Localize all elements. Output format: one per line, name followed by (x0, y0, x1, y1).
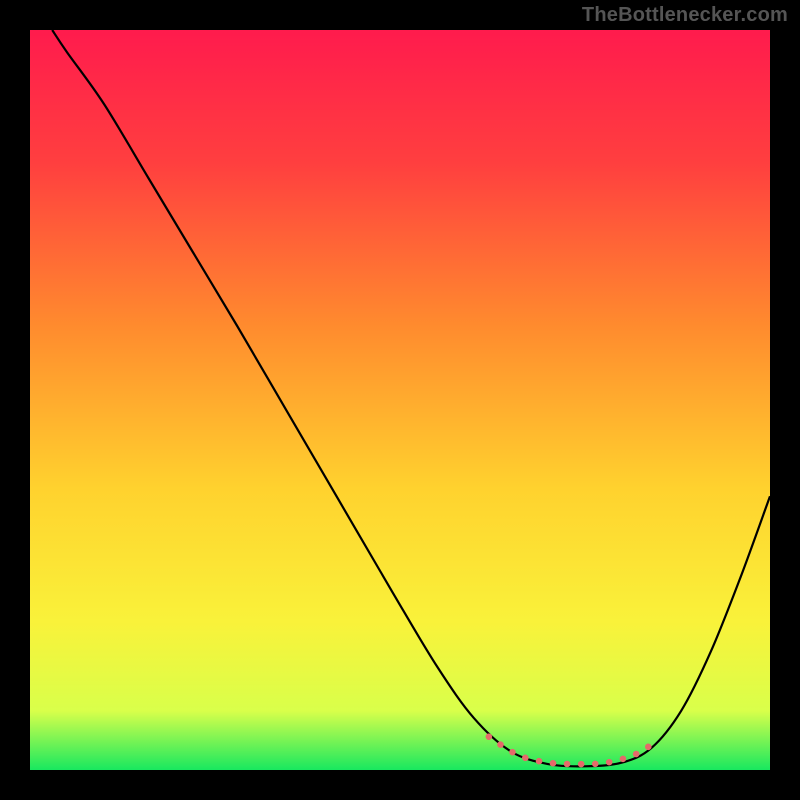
bottleneck-chart (0, 0, 800, 800)
plot-gradient-background (30, 30, 770, 770)
watermark-text: TheBottlenecker.com (582, 4, 788, 27)
